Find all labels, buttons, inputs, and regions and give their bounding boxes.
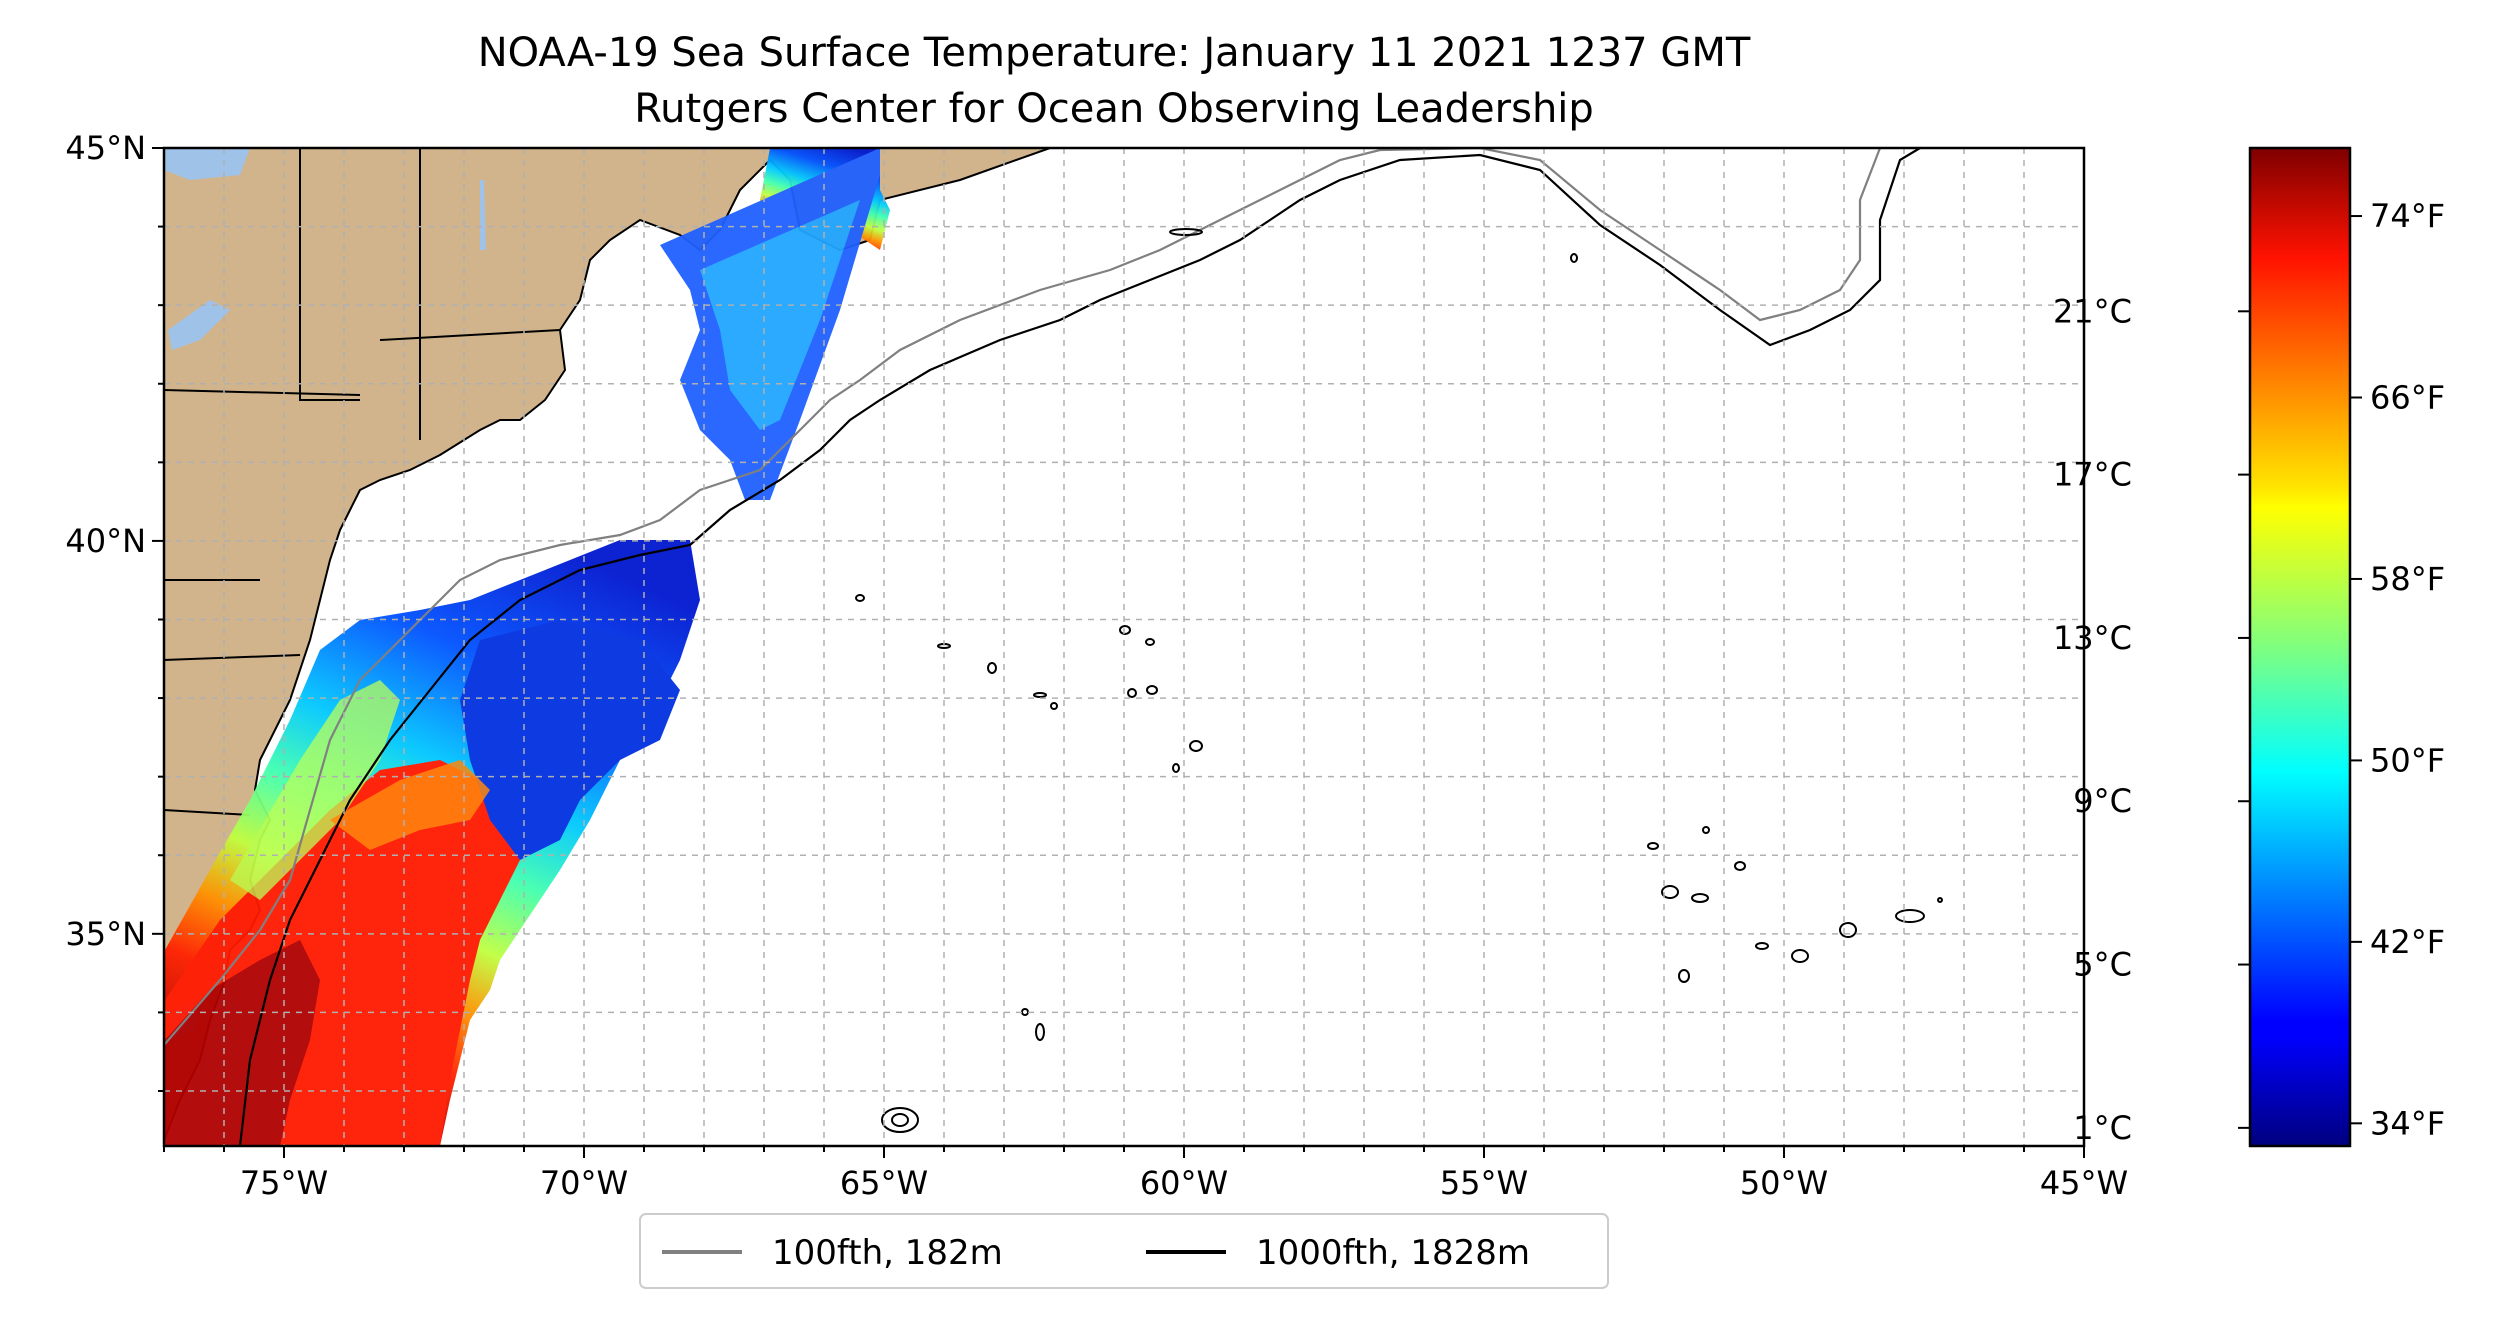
legend-box [639,1213,1609,1289]
title-line-1: NOAA-19 Sea Surface Temperature: January… [478,30,1751,76]
isobath-100fth [164,148,1882,1046]
legend: 100fth, 182m 1000fth, 1828m [639,1213,1609,1289]
colorbar-c-tick-label: 21°C [2053,292,2132,330]
state-borders [164,148,561,816]
gridlines [164,148,2084,1146]
longitude-ticks: 75°W 70°W 65°W 60°W 55°W 50°W 45°W [163,1146,2128,1202]
colorbar-c-tick-label: 5°C [2073,946,2132,984]
isobath-1000fth [238,148,1921,1146]
colorbar-f-tick-label: 42°F [2370,923,2445,961]
lake [164,148,250,180]
sst-strip-cyan [700,200,860,430]
title-line-2: Rutgers Center for Ocean Observing Leade… [634,86,1594,132]
colorbar-c-tick-label: 17°C [2053,456,2132,494]
lon-tick-label: 65°W [840,1164,928,1202]
colorbar-f-tick-label: 66°F [2370,379,2445,417]
lake [168,300,230,350]
colorbar-f-tick-label: 58°F [2370,560,2445,598]
lon-tick-label: 75°W [240,1164,328,1202]
lat-tick-label: 40°N [65,522,146,560]
colorbar-f-tick-label: 34°F [2370,1104,2445,1142]
legend-label-100fth: 100fth, 182m [772,1233,1003,1273]
colorbar-c-tick-label: 9°C [2073,782,2132,820]
lon-tick-label: 50°W [1740,1164,1828,1202]
colorbar-gradient [2248,146,2352,1148]
lake [480,180,486,250]
sst-warm-core [165,940,320,1146]
sst-cold-patch [460,620,680,860]
colorbar-f-tick-label: 50°F [2370,741,2445,779]
colorbar-f-tick-label: 74°F [2370,197,2445,235]
colorbar-c-tick-label: 13°C [2053,619,2132,657]
colorbar-celsius-ticks: 1°C 5°C 9°C 13°C 17°C 21°C [2053,292,2250,1147]
legend-label-1000fth: 1000fth, 1828m [1256,1233,1530,1273]
lat-tick-label: 35°N [65,915,146,953]
colorbar: 1°C 5°C 9°C 13°C 17°C 21°C 34°F 42°F 50°F 58°F 66… [2053,146,2445,1148]
sst-orange-band [330,760,490,850]
lon-tick-label: 60°W [1140,1164,1228,1202]
latitude-ticks: 45°N 40°N 35°N [65,129,164,1092]
colorbar-fahrenheit-ticks: 34°F 42°F 50°F 58°F 66°F 74°F [2350,197,2445,1142]
lon-tick-label: 45°W [2040,1164,2128,1202]
map-panel [164,148,2084,1146]
lon-tick-label: 55°W [1440,1164,1528,1202]
lat-tick-label: 45°N [65,129,146,167]
colorbar-c-tick-label: 1°C [2073,1109,2132,1147]
lon-tick-label: 70°W [540,1164,628,1202]
